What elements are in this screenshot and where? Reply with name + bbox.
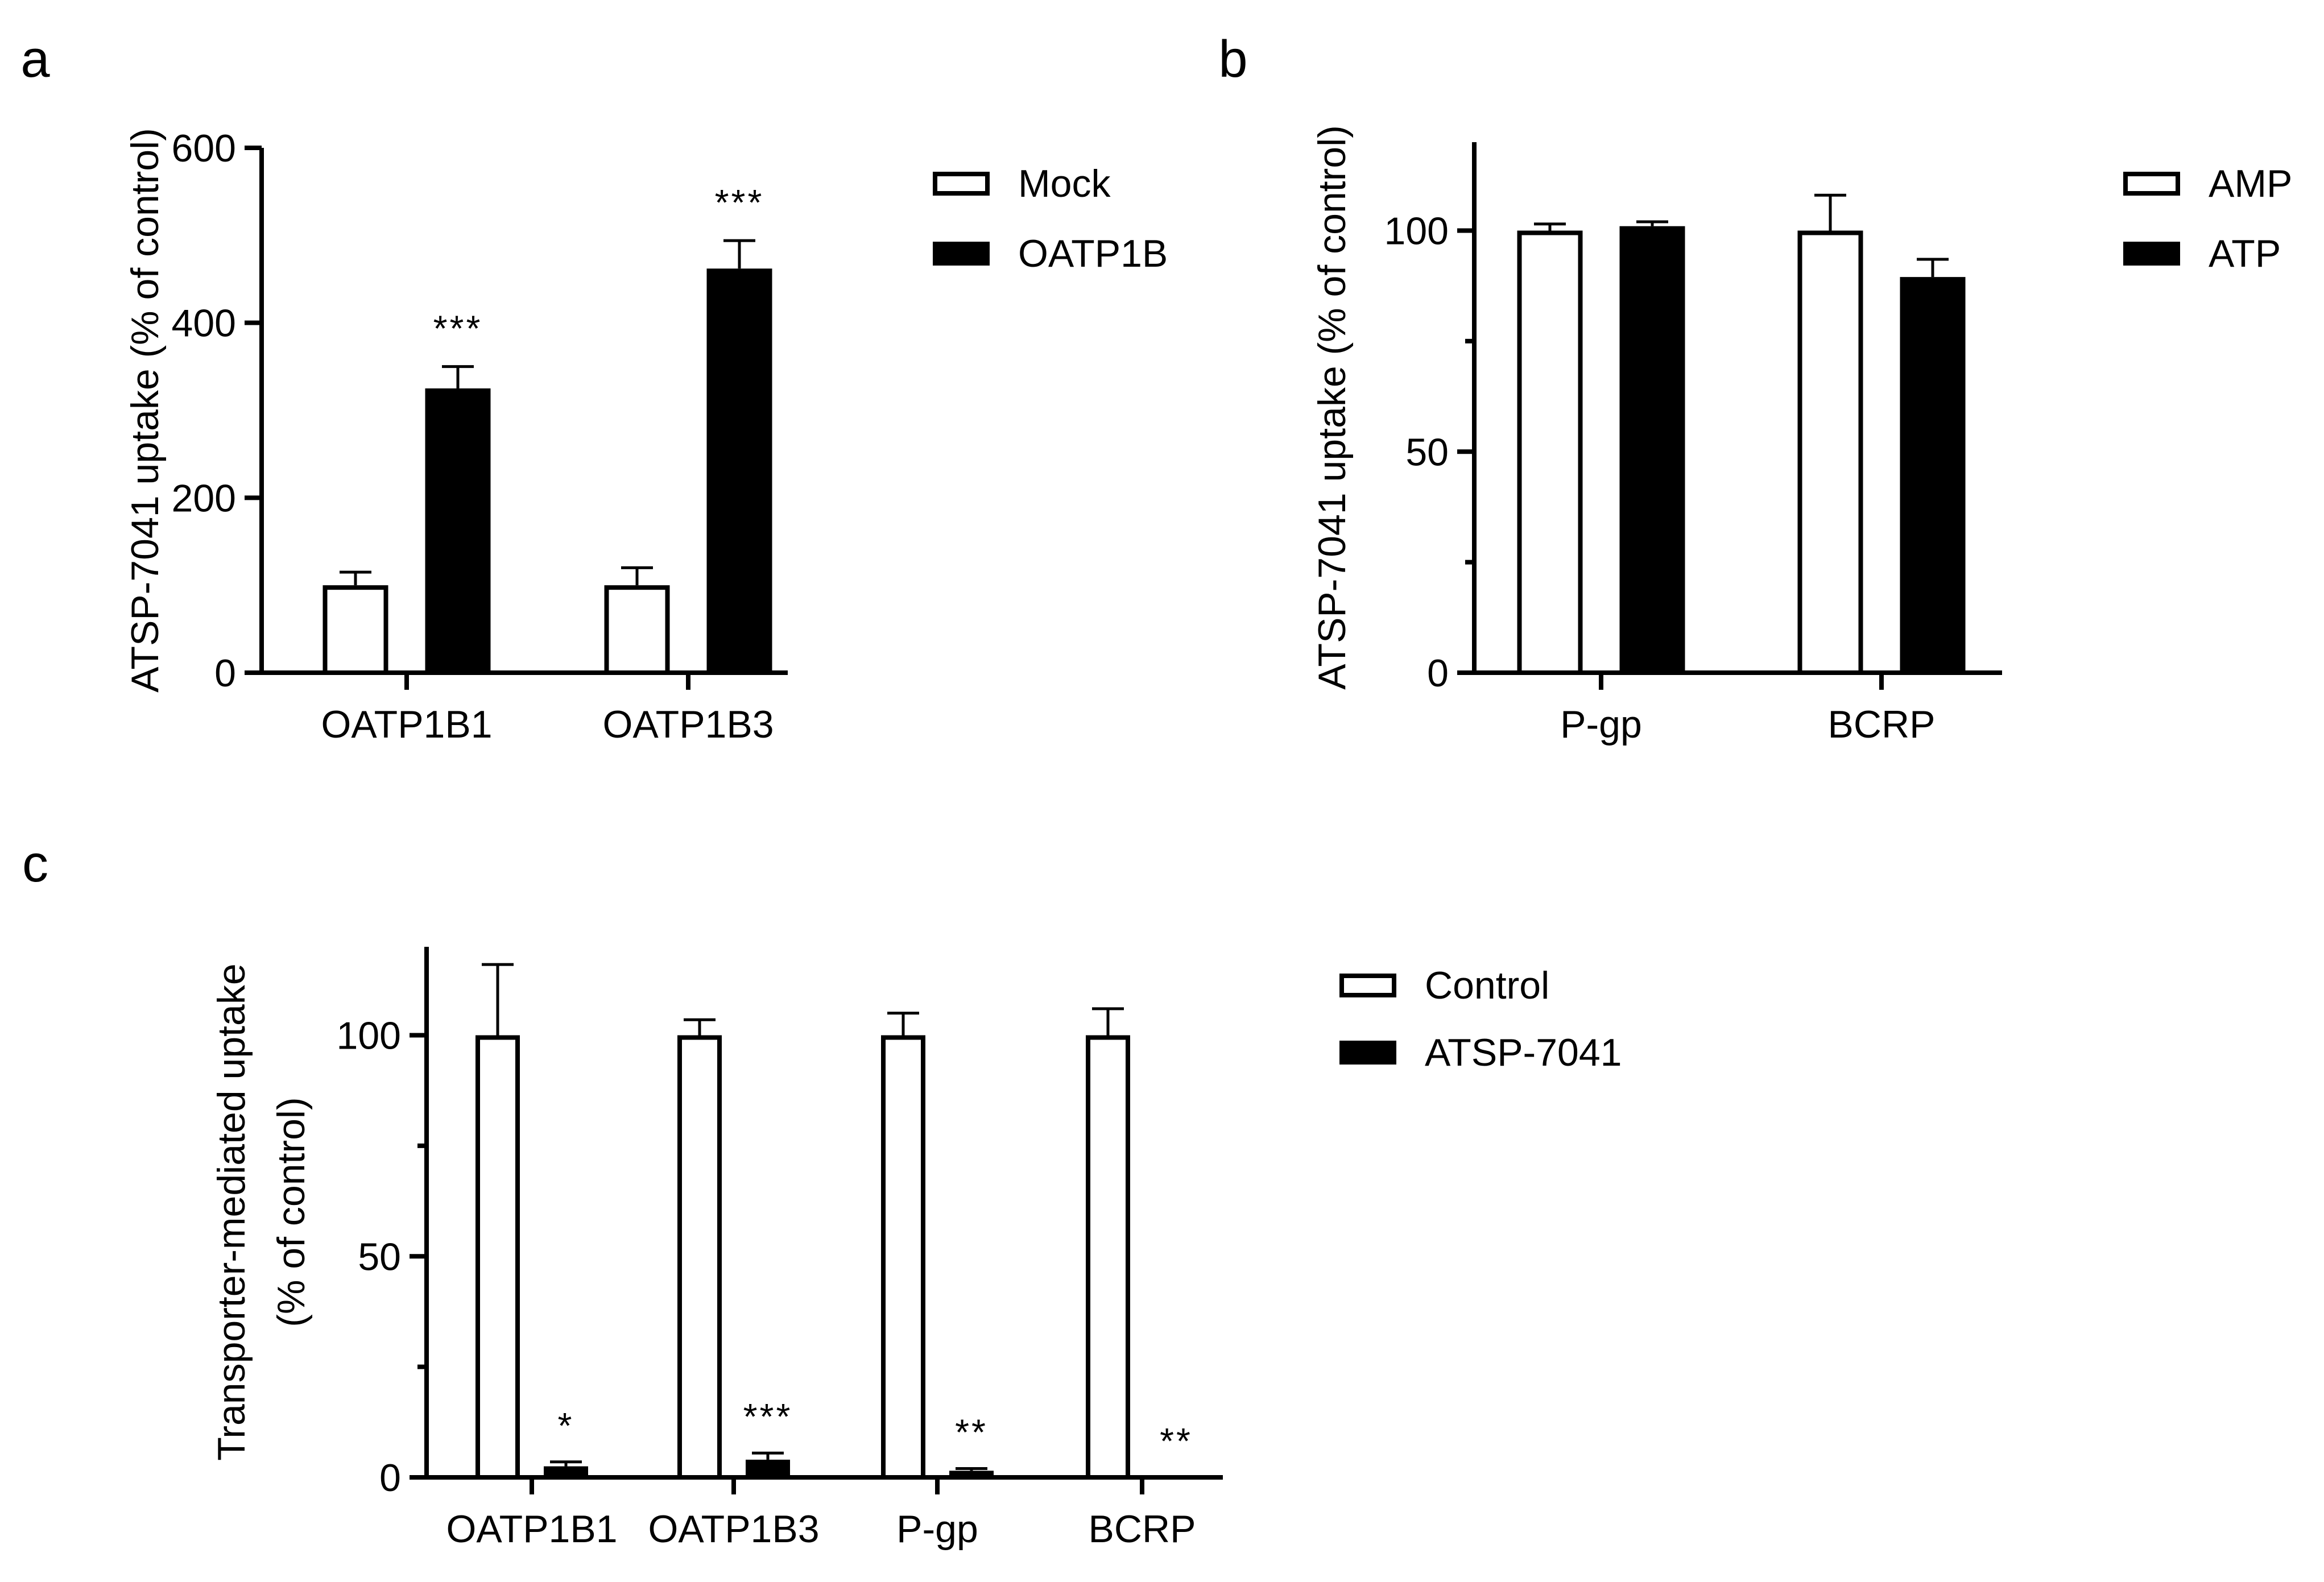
- legend-label: AMP: [2209, 162, 2292, 205]
- panel-letter: b: [1218, 30, 1247, 88]
- x-tick-label: BCRP: [1828, 703, 1936, 746]
- legend-swatch-amp: [2123, 172, 2180, 196]
- bar-oatp1b-oatp1b1: [425, 388, 491, 673]
- y-axis-title: ATSP-7041 uptake (% of control): [1310, 125, 1354, 690]
- significance-label: ***: [433, 308, 483, 349]
- x-tick-label: BCRP: [1089, 1508, 1196, 1551]
- y-axis-title: Transporter-mediated uptake: [210, 963, 253, 1460]
- y-tick-label: 200: [172, 477, 236, 520]
- chart-panel-c: c 0 50 100 Transporter-mediated uptake (% of …: [22, 835, 1622, 1551]
- legend-label: ATSP-7041: [1425, 1031, 1622, 1074]
- bar-control-p-gp: [881, 1035, 925, 1480]
- bar-atsp-7041-p-gp: [949, 1471, 994, 1477]
- legend: Mock OATP1B: [933, 162, 1168, 275]
- bar-control-oatp1b1: [475, 1035, 520, 1480]
- x-tick-label: OATP1B1: [446, 1508, 617, 1551]
- significance-label: **: [1160, 1421, 1193, 1461]
- legend-label: Control: [1425, 964, 1549, 1007]
- y-tick-label: 400: [172, 302, 236, 345]
- x-tick-label: OATP1B3: [648, 1508, 819, 1551]
- y-tick-label: 0: [214, 652, 236, 695]
- legend-label: ATP: [2209, 232, 2281, 275]
- x-tick-label: P-gp: [1560, 703, 1642, 746]
- legend-label: OATP1B: [1018, 232, 1168, 275]
- y-axis-title: (% of control): [270, 1097, 313, 1327]
- y-axis-title: ATSP-7041 uptake (% of control): [123, 128, 167, 693]
- legend-swatch-atp: [2123, 242, 2180, 266]
- legend-swatch-oatp1b: [933, 242, 990, 266]
- x-tick-label: OATP1B3: [602, 703, 774, 746]
- bar-amp-p-gp: [1517, 230, 1583, 675]
- y-tick-label: 0: [379, 1456, 401, 1500]
- y-tick-label: 0: [1427, 652, 1449, 695]
- significance-label: ***: [715, 182, 764, 223]
- significance-label: ***: [743, 1396, 793, 1437]
- panel-letter: a: [20, 30, 50, 88]
- bar-atp-bcrp: [1900, 277, 1966, 673]
- legend: Control ATSP-7041: [1339, 964, 1622, 1074]
- legend: AMP ATP: [2123, 162, 2292, 275]
- legend-swatch-control: [1339, 974, 1396, 997]
- bar-control-oatp1b3: [677, 1035, 722, 1480]
- panel-letter: c: [22, 835, 48, 893]
- chart-panel-b: b 0 50 100 ATSP-7041 uptake (% of control) P-…: [1218, 30, 2292, 746]
- bar-atsp-7041-oatp1b1: [544, 1466, 588, 1477]
- bar-mock-oatp1b1: [322, 585, 388, 675]
- y-tick-label: 100: [337, 1014, 401, 1058]
- bar-atp-p-gp: [1619, 226, 1685, 673]
- y-tick-label: 100: [1384, 210, 1449, 253]
- legend-swatch-mock: [933, 172, 990, 196]
- y-tick-label: 600: [172, 127, 236, 170]
- bar-control-bcrp: [1086, 1035, 1130, 1480]
- significance-label: **: [955, 1411, 988, 1452]
- bar-amp-bcrp: [1797, 230, 1863, 675]
- x-tick-label: P-gp: [896, 1508, 978, 1551]
- legend-label: Mock: [1018, 162, 1111, 205]
- bar-oatp1b-oatp1b3: [706, 268, 772, 673]
- bar-atsp-7041-oatp1b3: [746, 1459, 790, 1477]
- x-tick-label: OATP1B1: [321, 703, 492, 746]
- bar-mock-oatp1b3: [604, 585, 670, 675]
- legend-swatch-atsp-7041: [1339, 1041, 1396, 1065]
- significance-label: *: [558, 1405, 574, 1446]
- y-tick-label: 50: [358, 1235, 401, 1278]
- y-tick-label: 50: [1405, 430, 1449, 474]
